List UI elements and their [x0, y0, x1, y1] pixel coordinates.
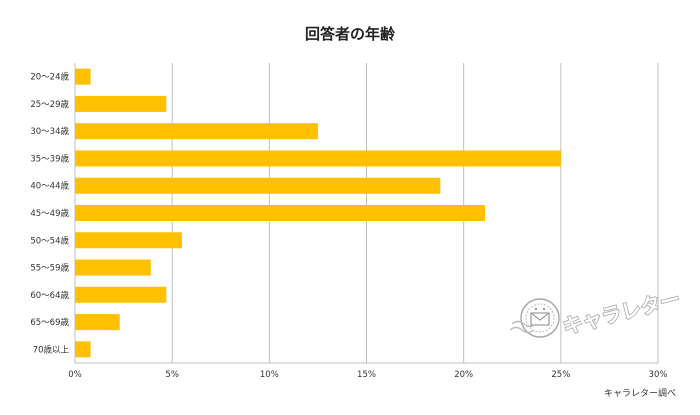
- category-label: 45～49歳: [30, 208, 69, 219]
- x-tick-label: 5%: [165, 370, 179, 380]
- category-label: 40～44歳: [30, 181, 69, 192]
- x-axis-tick-labels: 0% 5% 10% 15% 20% 25% 30%: [68, 370, 667, 380]
- logo: キャラレター: [509, 286, 683, 340]
- x-tick-label: 15%: [357, 370, 376, 380]
- bar: [75, 341, 91, 358]
- bar: [75, 177, 441, 194]
- category-label: 20～24歳: [30, 72, 69, 83]
- chart-title: 回答者の年齢: [305, 25, 396, 43]
- smiley-envelope-stamp-icon: [509, 298, 560, 338]
- category-label: 70歳以上: [33, 344, 70, 355]
- logo-text: キャラレター: [560, 287, 682, 339]
- category-label: 50～54歳: [30, 235, 69, 246]
- category-label: 30～34歳: [30, 126, 69, 137]
- bar: [75, 259, 151, 276]
- category-labels: 20～24歳 25～29歳 30～34歳 35～39歳 40～44歳 45～49歳 50～5…: [30, 72, 69, 356]
- x-tick-label: 25%: [551, 370, 570, 380]
- x-tick-label: 30%: [649, 370, 668, 380]
- source-note: キャラレター調べ: [604, 387, 676, 399]
- bar: [75, 68, 91, 85]
- bar: [75, 286, 167, 303]
- category-label: 25～29歳: [30, 99, 69, 110]
- x-tick-label: 10%: [260, 370, 279, 380]
- category-label: 65～69歳: [30, 317, 69, 328]
- bar: [75, 95, 167, 112]
- bar: [75, 232, 182, 249]
- bar: [75, 314, 120, 331]
- x-tick-label: 20%: [454, 370, 473, 380]
- category-label: 55～59歳: [30, 263, 69, 274]
- category-label: 35～39歳: [30, 153, 69, 164]
- bar: [75, 150, 561, 167]
- bars: [75, 68, 561, 358]
- category-label: 60～64歳: [30, 290, 69, 301]
- bar: [75, 205, 486, 221]
- x-tick-label: 0%: [68, 370, 82, 380]
- bar: [75, 123, 318, 140]
